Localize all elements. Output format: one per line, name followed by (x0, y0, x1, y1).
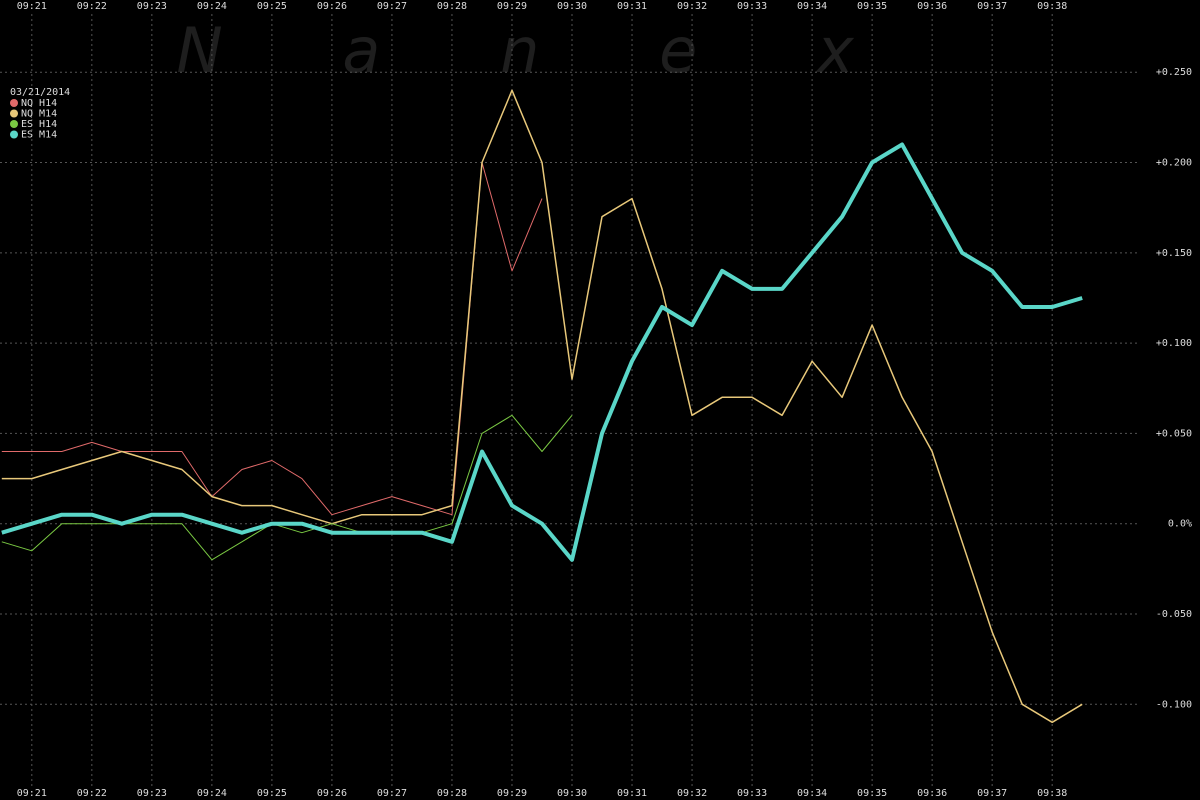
y-tick-label: -0.050 (1156, 609, 1192, 620)
legend-swatch (10, 120, 18, 128)
x-tick-label: 09:22 (77, 788, 107, 799)
x-tick-label: 09:30 (557, 1, 587, 12)
y-tick-label: +0.100 (1156, 338, 1192, 349)
legend-label: ES M14 (21, 130, 57, 141)
x-tick-label: 09:35 (857, 788, 887, 799)
x-tick-label: 09:23 (137, 1, 167, 12)
watermark: N a n e x (176, 14, 903, 87)
x-tick-label: 09:38 (1037, 788, 1067, 799)
x-tick-label: 09:21 (17, 788, 47, 799)
x-tick-label: 09:24 (197, 1, 227, 12)
x-tick-label: 09:32 (677, 788, 707, 799)
legend-label: NQ H14 (21, 98, 57, 109)
y-tick-label: +0.250 (1156, 67, 1192, 78)
x-tick-label: 09:22 (77, 1, 107, 12)
legend-swatch (10, 109, 18, 118)
x-tick-label: 09:23 (137, 788, 167, 799)
y-tick-label: +0.050 (1156, 428, 1192, 439)
series-line (1, 89, 1083, 724)
x-tick-label: 09:36 (917, 1, 947, 12)
x-tick-label: 09:29 (497, 1, 527, 12)
x-tick-label: 09:37 (977, 1, 1007, 12)
x-tick-label: 09:37 (977, 788, 1007, 799)
series-line (1, 162, 543, 516)
y-tick-label: +0.150 (1156, 248, 1192, 259)
x-tick-label: 09:30 (557, 788, 587, 799)
x-tick-label: 09:26 (317, 788, 347, 799)
x-tick-label: 09:33 (737, 788, 767, 799)
x-tick-label: 09:27 (377, 1, 407, 12)
x-tick-label: 09:34 (797, 1, 827, 12)
x-tick-label: 09:36 (917, 788, 947, 799)
x-tick-label: 09:25 (257, 1, 287, 12)
x-tick-label: 09:29 (497, 788, 527, 799)
x-tick-label: 09:27 (377, 788, 407, 799)
legend-label: NQ M14 (21, 109, 57, 120)
legend-label: ES H14 (21, 119, 57, 130)
x-tick-label: 09:35 (857, 1, 887, 12)
series-line (1, 142, 1083, 562)
x-tick-label: 09:31 (617, 788, 647, 799)
legend-swatch (10, 99, 18, 107)
x-tick-label: 09:38 (1037, 1, 1067, 12)
legend-title: 03/21/2014 (10, 87, 70, 98)
y-tick-label: +0.200 (1156, 158, 1192, 169)
series-line (1, 414, 573, 561)
x-tick-label: 09:31 (617, 1, 647, 12)
x-tick-label: 09:28 (437, 788, 467, 799)
x-tick-label: 09:24 (197, 788, 227, 799)
legend-swatch (10, 130, 18, 139)
x-tick-label: 09:32 (677, 1, 707, 12)
x-tick-label: 09:26 (317, 1, 347, 12)
y-tick-label: -0.100 (1156, 699, 1192, 710)
x-tick-label: 09:28 (437, 1, 467, 12)
y-tick-label: 0.0% (1168, 519, 1192, 530)
x-tick-label: 09:25 (257, 788, 287, 799)
x-tick-label: 09:21 (17, 1, 47, 12)
x-tick-label: 09:34 (797, 788, 827, 799)
x-tick-label: 09:33 (737, 1, 767, 12)
